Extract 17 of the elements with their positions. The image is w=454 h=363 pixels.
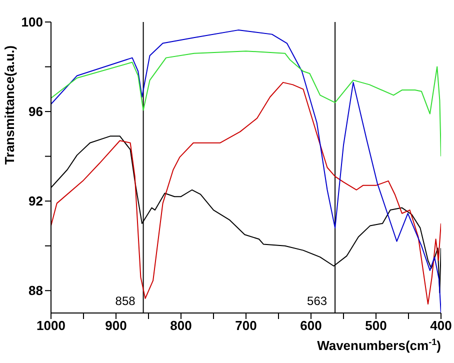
x-tick-label: 900: [105, 318, 127, 334]
y-tick-label: 100: [21, 14, 43, 30]
x-tick-label: 500: [365, 318, 387, 334]
x-tick-label: 1000: [36, 318, 66, 334]
x-tick-label: 600: [300, 318, 322, 334]
y-axis-title: Transmittance(a.u.): [2, 45, 17, 165]
y-tick-label: 92: [28, 194, 43, 209]
x-tick-label: 800: [170, 318, 192, 334]
x-tick-label: 700: [235, 318, 257, 334]
y-tick-label: 96: [28, 104, 43, 120]
ref-line-label: 563: [307, 294, 328, 308]
line-series: [51, 50, 441, 157]
y-tick-label: 88: [28, 283, 43, 298]
line-series: [51, 82, 441, 305]
x-tick-label: 400: [430, 318, 452, 334]
ref-line-label: 858: [115, 294, 136, 308]
x-axis-title: Wavenumbers(cm$^{-1}$): [317, 337, 441, 353]
